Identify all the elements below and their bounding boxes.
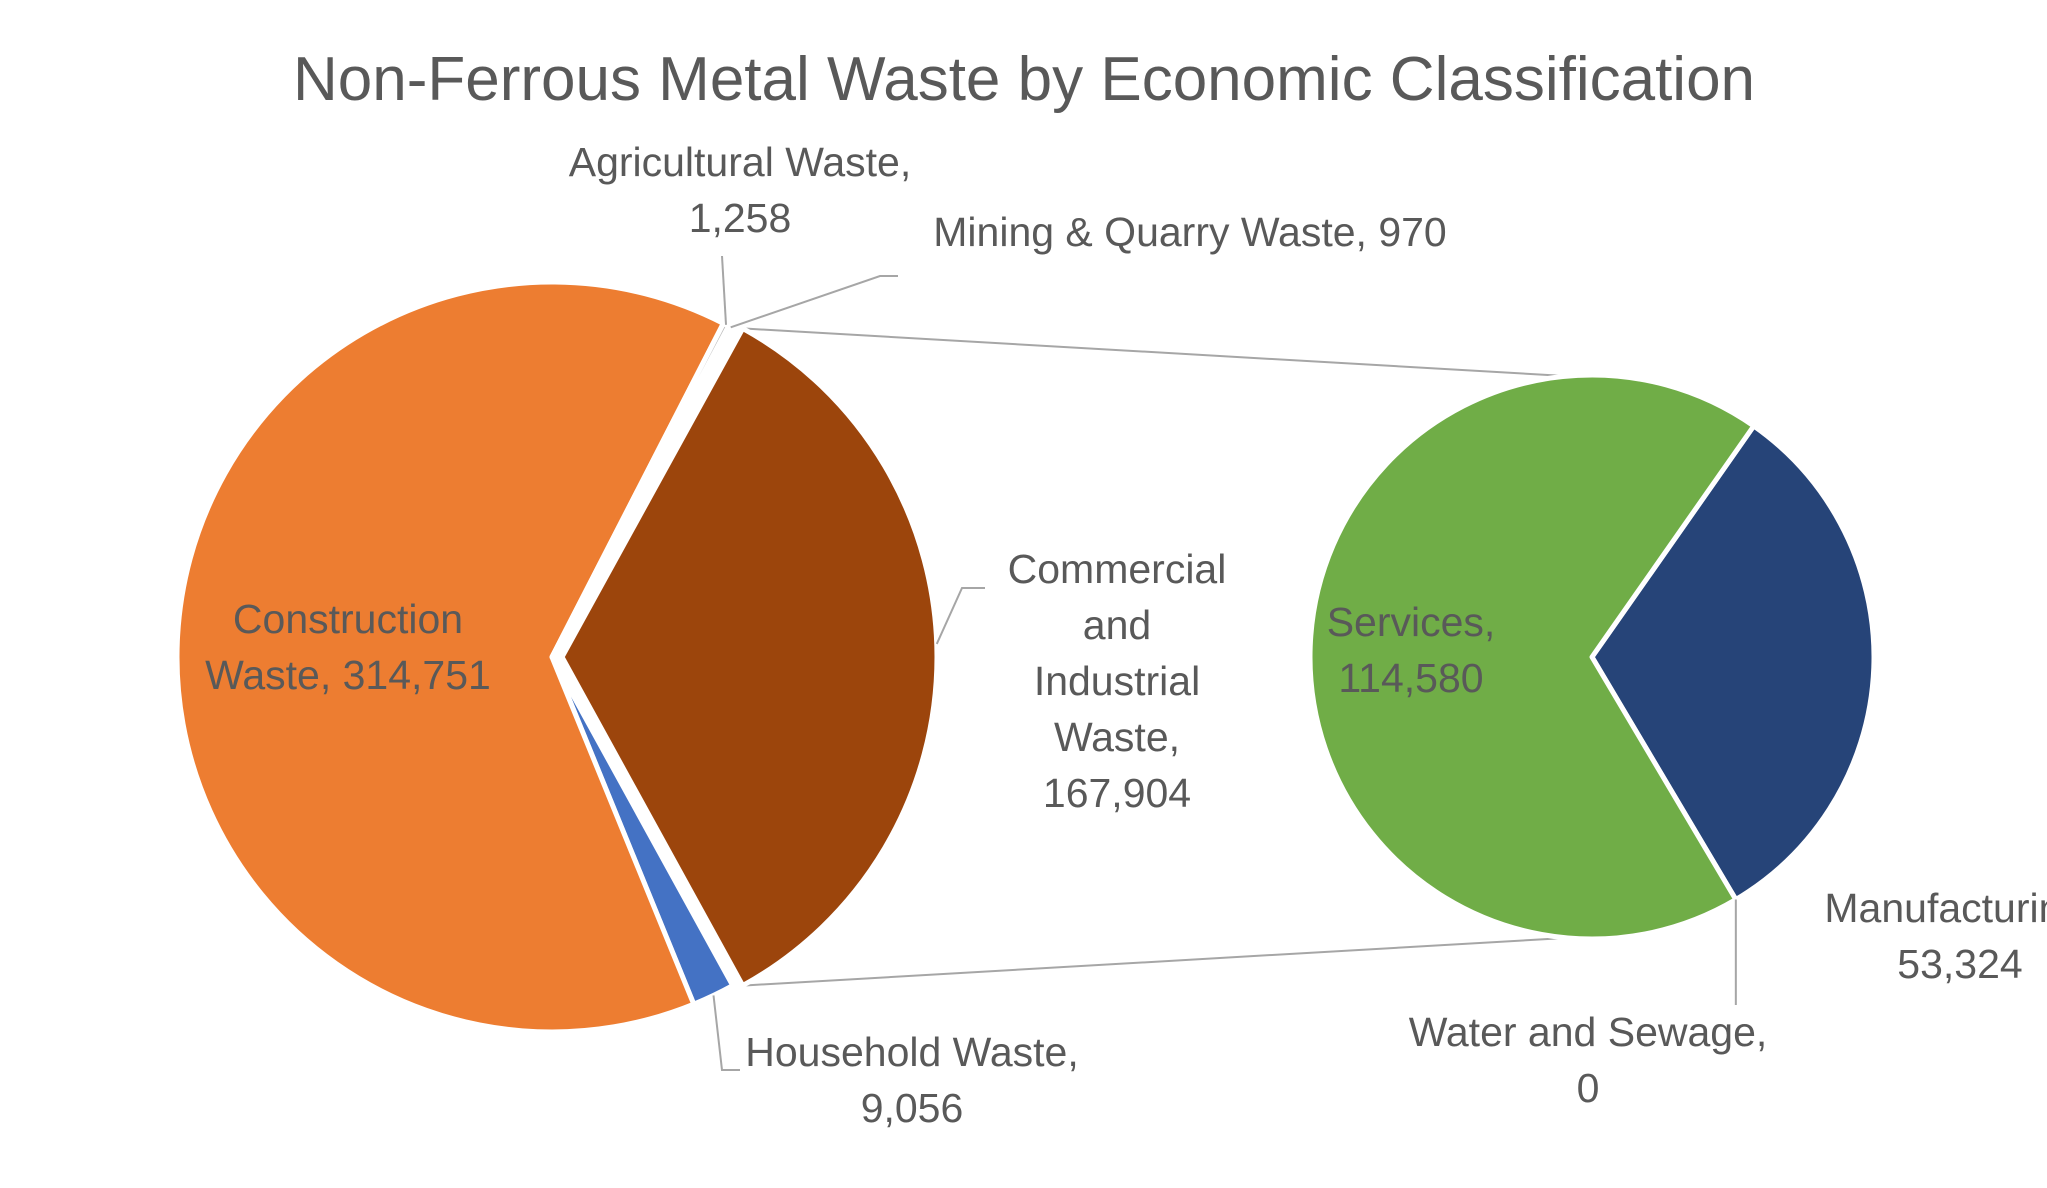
data-label-commercial-and-industrial-waste: Commercial and Industrial Waste, 167,904	[1008, 546, 1227, 816]
leader-line-commercial-and-industrial-waste	[935, 587, 985, 645]
leader-line-mining-and-quarry-waste	[730, 275, 898, 329]
data-label-line: Commercial	[1008, 546, 1227, 592]
secondary-slice-services	[1307, 372, 1757, 942]
data-label-line: 53,324	[1897, 941, 2022, 987]
data-label-line: Manufacturing,	[1824, 885, 2047, 931]
data-label-line: Industrial	[1034, 658, 1200, 704]
leader-lines	[712, 255, 1737, 1071]
data-label-line: Mining & Quarry Waste, 970	[933, 209, 1446, 255]
secondary-pie	[1307, 372, 1877, 942]
data-label-construction-waste: Construction Waste, 314,751	[205, 596, 491, 698]
data-label-manufacturing: Manufacturing, 53,324	[1824, 885, 2047, 987]
data-label-line: Services,	[1327, 599, 1496, 645]
leader-line-agricultural-waste	[721, 255, 728, 325]
secondary-slice-manufacturing	[1589, 423, 1877, 903]
data-label-mining-and-quarry-waste: Mining & Quarry Waste, 970	[933, 209, 1446, 255]
data-label-line: Household Waste,	[745, 1029, 1079, 1075]
data-label-line: 0	[1577, 1065, 1600, 1111]
data-label-line: Waste,	[1054, 714, 1180, 760]
data-label-water-and-sewage: Water and Sewage, 0	[1409, 1009, 1768, 1111]
data-label-line: Construction	[233, 596, 463, 642]
main-slice-commercial-and-industrial-waste	[559, 325, 940, 989]
data-label-line: 167,904	[1043, 770, 1191, 816]
data-label-line: 1,258	[689, 195, 792, 241]
data-label-line: 9,056	[861, 1085, 964, 1131]
chart-title: Non-Ferrous Metal Waste by Economic Clas…	[293, 45, 1755, 114]
data-label-line: and	[1083, 602, 1151, 648]
data-label-line: Water and Sewage,	[1409, 1009, 1768, 1055]
data-label-line: Waste, 314,751	[205, 652, 491, 698]
connector-line-bottom	[742, 936, 1568, 987]
data-label-agricultural-waste: Agricultural Waste, 1,258	[569, 139, 912, 241]
main-pie	[174, 279, 940, 1035]
main-slice-mining-and-quarry-waste	[549, 323, 736, 660]
data-labels: Commercial and Industrial Waste, 167,904 Hous…	[205, 139, 2047, 1131]
data-label-services: Services, 114,580	[1327, 599, 1496, 701]
connector-lines	[742, 327, 1568, 987]
main-slice-construction-waste	[174, 279, 726, 1035]
data-label-line: 114,580	[1338, 655, 1483, 701]
data-label-household-waste: Household Waste, 9,056	[745, 1029, 1079, 1131]
connector-line-top	[742, 327, 1568, 378]
leader-line-household-waste	[712, 995, 740, 1071]
data-label-line: Agricultural Waste,	[569, 139, 912, 185]
